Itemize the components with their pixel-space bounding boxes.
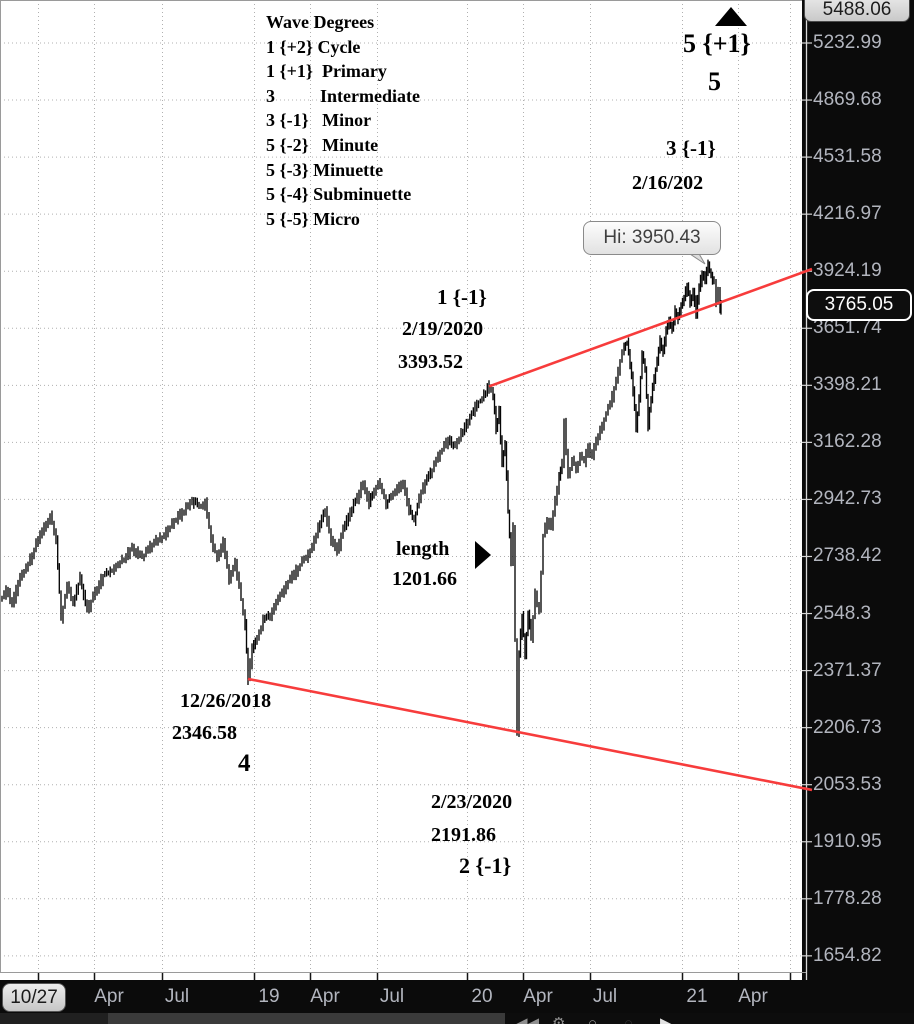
time-axis-label: 19 (258, 986, 280, 1007)
time-axis-label: Apr (94, 986, 124, 1007)
time-axis-label: Jul (379, 986, 405, 1007)
price-axis-label: 4869.68 (813, 89, 882, 111)
price-axis-label: 2053.53 (813, 773, 882, 795)
gear-icon[interactable]: ⚙ (552, 1015, 566, 1024)
current-price-label: 3765.05 (806, 289, 912, 321)
price-axis[interactable] (802, 0, 914, 1024)
time-axis-label: 21 (686, 986, 708, 1007)
time-axis-label: Apr (310, 986, 340, 1007)
time-axis-label: 20 (471, 986, 493, 1007)
chart-scrollbar[interactable] (108, 1013, 505, 1024)
price-axis-label: 3651.74 (813, 317, 882, 339)
price-axis-label: 1910.95 (813, 830, 882, 852)
price-axis-label: 1778.28 (813, 887, 882, 909)
price-axis-label: 2206.73 (813, 716, 882, 738)
bottom-toolbar[interactable]: ◀◀ ⚙ ○ ○ ▶ (0, 1013, 914, 1024)
price-axis-label: 1654.82 (813, 944, 882, 966)
plot-background (0, 0, 802, 973)
price-axis-label: 3924.19 (813, 260, 882, 282)
play-icon[interactable]: ▶ (660, 1015, 672, 1024)
time-axis-label: Jul (164, 986, 190, 1007)
rewind-icon[interactable]: ◀◀ (516, 1015, 540, 1024)
price-axis-label: 5232.99 (813, 32, 882, 53)
scrollbar-track[interactable] (0, 1013, 108, 1024)
price-axis-label: 4216.97 (813, 203, 882, 225)
time-axis-label: Apr (738, 986, 768, 1007)
time-axis-label: Apr (523, 986, 553, 1007)
price-axis-label: 4531.58 (813, 146, 882, 168)
time-axis-label: Jul (592, 986, 618, 1007)
price-axis-label: 2371.37 (813, 659, 882, 681)
axis-price-flag: 5488.06 (804, 0, 910, 22)
circle-icon[interactable]: ○ (624, 1015, 634, 1024)
clock-icon[interactable]: ○ (588, 1015, 598, 1024)
price-axis-label: 3398.21 (813, 374, 882, 396)
crosshair-date-label: 10/27 (2, 983, 66, 1012)
price-axis-label: 2738.42 (813, 545, 882, 567)
price-axis-label: 2942.73 (813, 488, 882, 510)
time-axis[interactable] (0, 980, 802, 1013)
price-axis-label: 3162.28 (813, 431, 882, 453)
price-axis-label: 2548.3 (813, 602, 872, 624)
